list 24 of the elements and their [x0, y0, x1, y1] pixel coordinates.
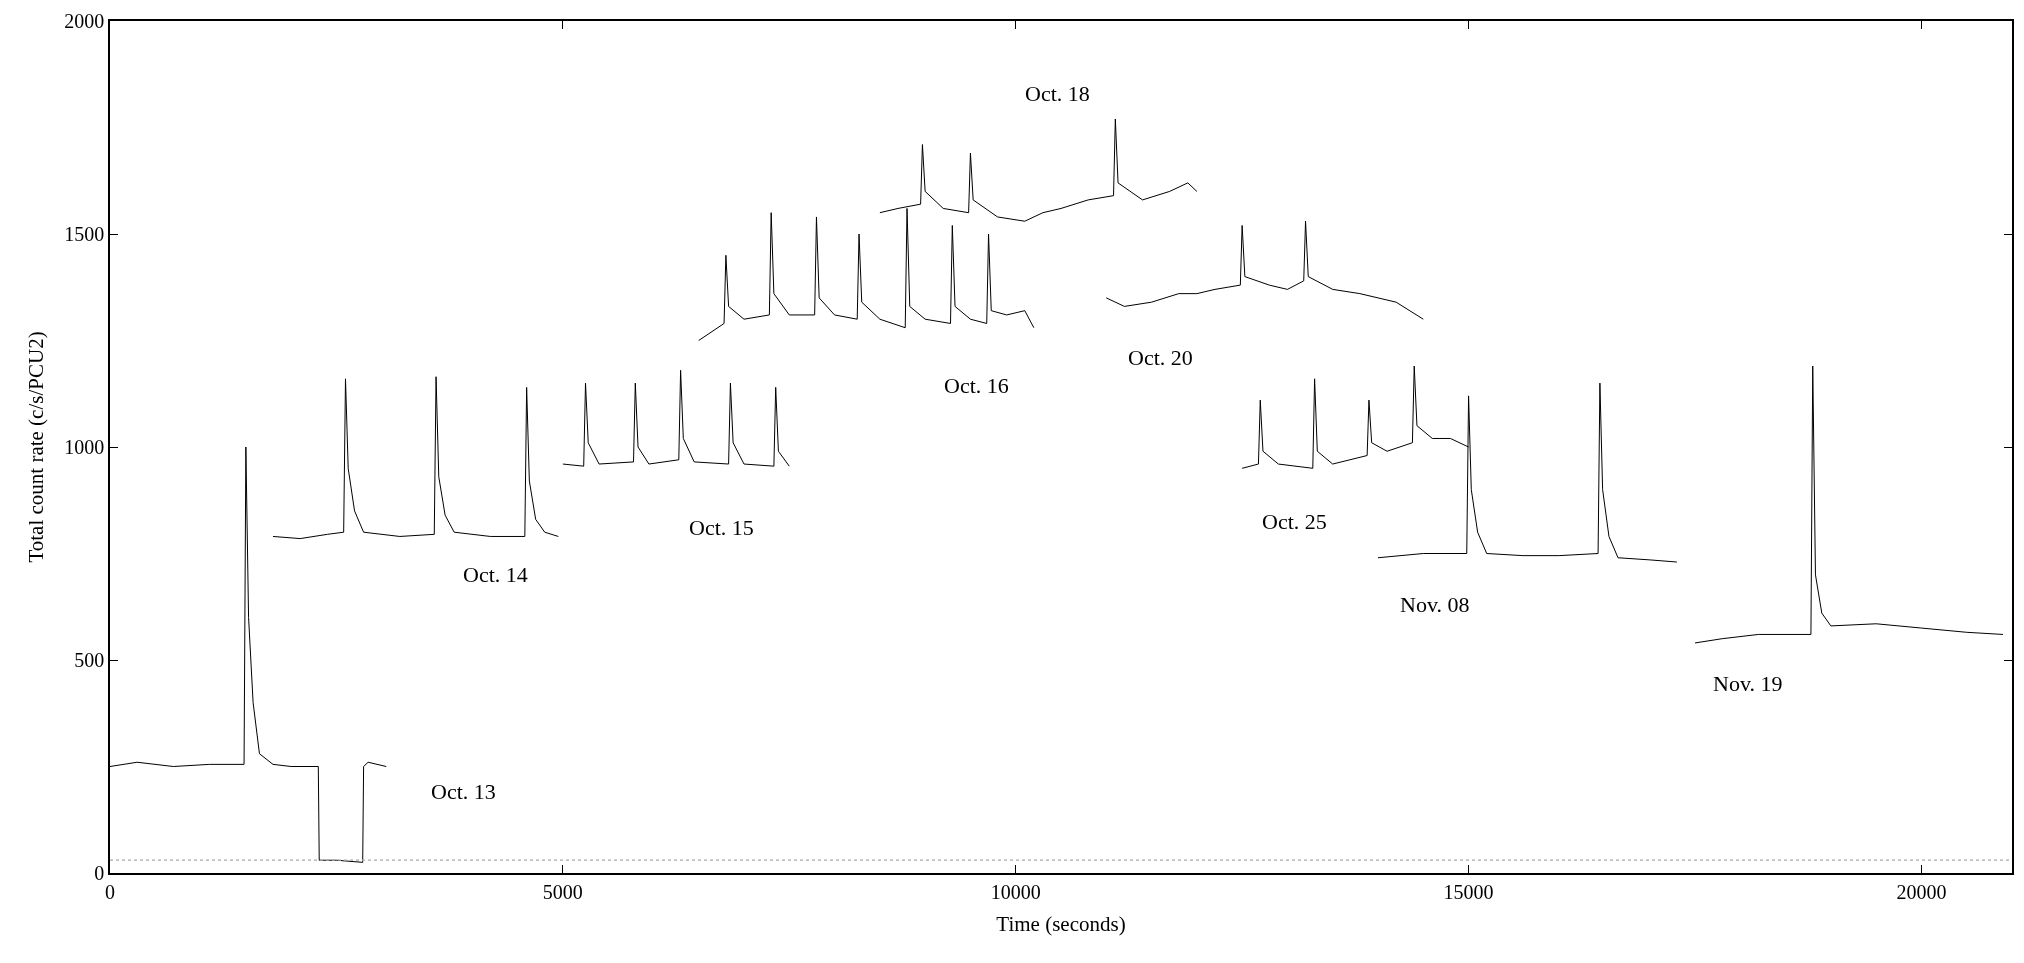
x-tick-label: 20000 [1896, 880, 1947, 903]
line-series [562, 369, 790, 467]
x-axis-title: Time (seconds) [996, 912, 1126, 937]
series-label: Nov. 08 [1400, 592, 1470, 617]
text: Oct. 13 [431, 779, 496, 804]
y-tick-label: 1500 [64, 223, 105, 245]
line-series [1105, 220, 1424, 320]
y-tick-label: 0 [94, 862, 105, 884]
x-tick-label: 15000 [1443, 880, 1494, 903]
series-label: Nov. 19 [1713, 671, 1783, 696]
line-series [272, 376, 559, 540]
x-tick-label: 10000 [990, 880, 1041, 903]
text: Oct. 15 [689, 515, 754, 540]
y-axis-title: Total count rate (c/s/PCU2) [23, 331, 48, 563]
y-tick-label: 1000 [64, 436, 105, 458]
text: Oct. 16 [944, 373, 1009, 398]
series-label: Oct. 25 [1262, 509, 1327, 534]
series-label: Oct. 18 [1025, 81, 1090, 106]
series-label: Oct. 20 [1128, 345, 1193, 370]
line-series [1694, 365, 2004, 644]
x-tick-label: 5000 [542, 880, 583, 903]
y-tick-label: 2000 [64, 10, 105, 32]
series-label: Oct. 14 [463, 562, 528, 587]
y-tick-label: 500 [74, 649, 105, 671]
